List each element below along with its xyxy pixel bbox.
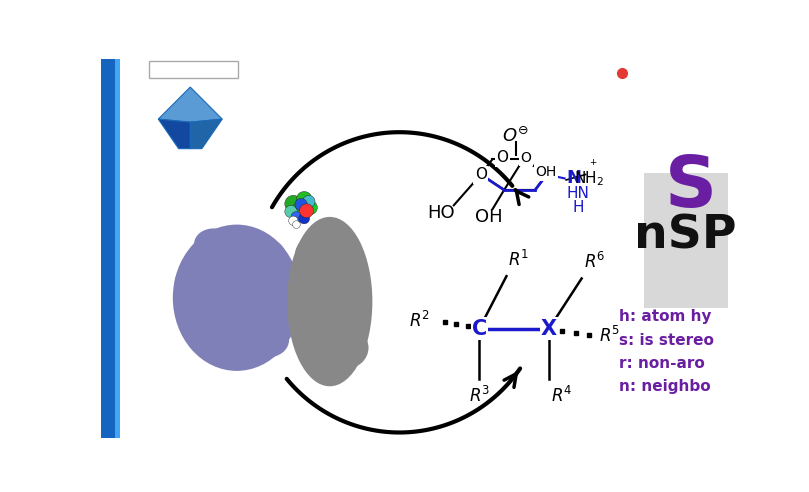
Circle shape bbox=[291, 212, 302, 222]
Circle shape bbox=[294, 198, 307, 211]
Text: C: C bbox=[472, 318, 487, 338]
Text: nSP: nSP bbox=[634, 214, 737, 259]
Polygon shape bbox=[159, 87, 222, 122]
Text: H: H bbox=[572, 200, 584, 215]
Ellipse shape bbox=[240, 238, 287, 280]
Polygon shape bbox=[159, 119, 190, 149]
Text: $R^1$: $R^1$ bbox=[508, 250, 529, 270]
Ellipse shape bbox=[175, 263, 221, 302]
Ellipse shape bbox=[291, 308, 330, 342]
Circle shape bbox=[289, 216, 298, 225]
Bar bbox=[644, 173, 728, 308]
Text: $R^5$: $R^5$ bbox=[599, 326, 621, 346]
Ellipse shape bbox=[173, 224, 301, 371]
Text: O: O bbox=[475, 167, 487, 182]
Polygon shape bbox=[190, 119, 222, 149]
Bar bbox=[149, 61, 239, 78]
Text: n: neighbo: n: neighbo bbox=[619, 379, 710, 394]
Text: O: O bbox=[520, 151, 532, 165]
Bar bbox=[101, 59, 115, 438]
Ellipse shape bbox=[294, 232, 349, 278]
Ellipse shape bbox=[194, 228, 233, 259]
Text: $R^2$: $R^2$ bbox=[409, 311, 430, 331]
Text: $^+$: $^+$ bbox=[588, 158, 599, 171]
Circle shape bbox=[296, 191, 312, 207]
Text: HN: HN bbox=[566, 186, 589, 201]
Text: S: S bbox=[665, 153, 718, 222]
Text: s: is stereo: s: is stereo bbox=[619, 333, 714, 347]
Circle shape bbox=[303, 201, 317, 215]
Text: X: X bbox=[541, 318, 557, 338]
Ellipse shape bbox=[190, 313, 252, 359]
Text: OH: OH bbox=[535, 165, 557, 179]
Ellipse shape bbox=[320, 261, 362, 296]
Text: r: non-aro: r: non-aro bbox=[619, 356, 705, 370]
Text: h: atom hy: h: atom hy bbox=[619, 309, 711, 325]
Ellipse shape bbox=[247, 323, 289, 357]
Text: N: N bbox=[566, 169, 581, 187]
Ellipse shape bbox=[322, 327, 369, 369]
Text: OH: OH bbox=[475, 208, 502, 226]
Circle shape bbox=[293, 221, 300, 228]
Text: $R^3$: $R^3$ bbox=[468, 386, 490, 406]
Circle shape bbox=[303, 195, 315, 208]
Circle shape bbox=[299, 204, 313, 217]
Text: HO: HO bbox=[427, 204, 455, 222]
Text: $O^{\ominus}$: $O^{\ominus}$ bbox=[502, 126, 529, 146]
Text: O: O bbox=[497, 150, 509, 165]
Ellipse shape bbox=[287, 217, 372, 386]
Text: $R^6$: $R^6$ bbox=[584, 252, 605, 273]
Circle shape bbox=[285, 195, 302, 212]
Bar bbox=[115, 59, 120, 438]
Circle shape bbox=[299, 213, 310, 224]
Text: NH$_2$: NH$_2$ bbox=[574, 169, 604, 188]
Circle shape bbox=[292, 203, 306, 217]
Circle shape bbox=[285, 205, 297, 217]
Text: $R^4$: $R^4$ bbox=[551, 386, 572, 406]
